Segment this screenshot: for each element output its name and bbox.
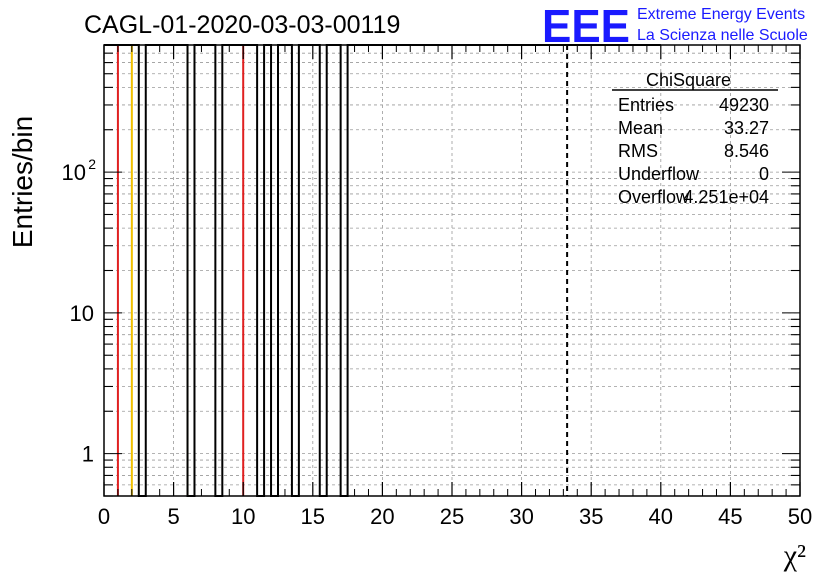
x-tick-label: 10 (231, 504, 255, 529)
reference-lines (116, 45, 569, 496)
stats-label-rms: RMS (618, 141, 658, 161)
stats-value-overflow: 4.251e+04 (683, 187, 769, 207)
x-tick-label: 45 (718, 504, 742, 529)
logo-line-1: Extreme Energy Events (637, 6, 805, 23)
stats-label-mean: Mean (618, 118, 663, 138)
y-tick-label: 1 (82, 442, 94, 467)
y-axis-label: Entries/bin (7, 116, 38, 248)
stats-value-mean: 33.27 (724, 118, 769, 138)
stats-label-underflow: Underflow (618, 164, 700, 184)
x-tick-label: 40 (649, 504, 673, 529)
stats-value-rms: 8.546 (724, 141, 769, 161)
eee-logo: EEE Extreme Energy Events La Scienza nel… (542, 0, 808, 52)
x-axis-label: χ² (783, 539, 806, 572)
x-tick-label: 50 (788, 504, 812, 529)
grid (104, 44, 800, 497)
logo-mark: EEE (542, 0, 630, 52)
logo-line-2: La Scienza nelle Scuole (637, 27, 808, 44)
x-tick-label: 15 (301, 504, 325, 529)
stats-value-entries: 49230 (719, 95, 769, 115)
stats-box: ChiSquare Entries 49230 Mean 33.27 RMS 8… (612, 70, 778, 207)
x-tick-label: 5 (167, 504, 179, 529)
y-tick-label: 10 (62, 160, 86, 185)
stats-title: ChiSquare (646, 70, 731, 90)
x-tick-label: 20 (370, 504, 394, 529)
x-tick-label: 0 (98, 504, 110, 529)
y-tick-label: 10 (70, 301, 94, 326)
chart-title: CAGL-01-2020-03-03-00119 (84, 11, 400, 39)
x-tick-label: 35 (579, 504, 603, 529)
stats-value-underflow: 0 (759, 164, 769, 184)
y-tick-label-exponent: 2 (88, 156, 96, 172)
stats-label-overflow: Overflow (618, 187, 690, 207)
stats-label-entries: Entries (618, 95, 674, 115)
x-tick-label: 25 (440, 504, 464, 529)
axis-ticks (103, 44, 801, 497)
x-tick-label: 30 (509, 504, 533, 529)
